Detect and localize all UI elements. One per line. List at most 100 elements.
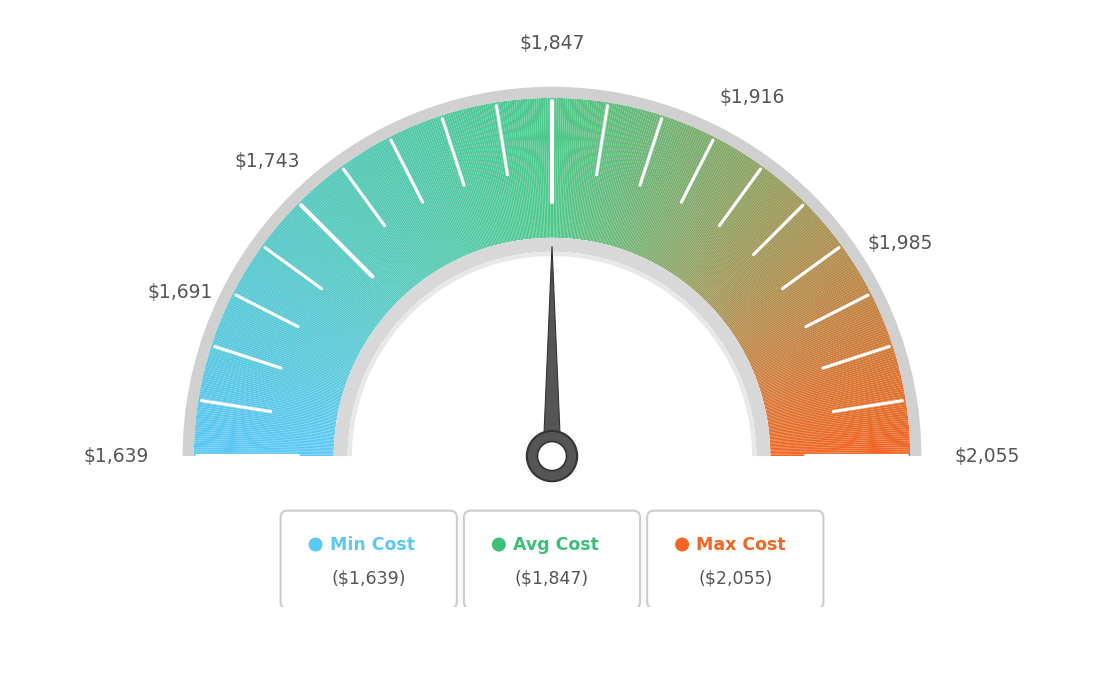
Wedge shape	[217, 326, 349, 378]
Wedge shape	[592, 104, 619, 241]
Wedge shape	[740, 274, 861, 346]
Wedge shape	[460, 109, 498, 245]
Text: ($1,847): ($1,847)	[514, 570, 590, 588]
Wedge shape	[370, 147, 442, 268]
Wedge shape	[204, 367, 341, 403]
Wedge shape	[641, 129, 700, 257]
Wedge shape	[335, 170, 421, 283]
Wedge shape	[263, 244, 376, 328]
Wedge shape	[769, 431, 910, 442]
Wedge shape	[261, 246, 375, 329]
Wedge shape	[315, 186, 408, 293]
Wedge shape	[209, 352, 343, 394]
Wedge shape	[694, 184, 787, 291]
Wedge shape	[683, 170, 769, 283]
Wedge shape	[311, 189, 406, 294]
Wedge shape	[633, 123, 686, 254]
Wedge shape	[769, 427, 910, 440]
Wedge shape	[729, 246, 843, 329]
Wedge shape	[755, 326, 887, 378]
Text: $1,691: $1,691	[147, 283, 212, 302]
Wedge shape	[250, 262, 369, 339]
Wedge shape	[743, 282, 866, 351]
Wedge shape	[213, 339, 346, 386]
Wedge shape	[767, 393, 905, 420]
Wedge shape	[712, 213, 816, 308]
Wedge shape	[205, 365, 341, 402]
Wedge shape	[222, 316, 351, 372]
Wedge shape	[360, 152, 436, 272]
Wedge shape	[686, 173, 773, 284]
Wedge shape	[404, 129, 463, 257]
Wedge shape	[750, 304, 877, 364]
Circle shape	[538, 442, 566, 471]
Wedge shape	[267, 237, 380, 324]
Wedge shape	[684, 172, 772, 284]
Wedge shape	[556, 98, 561, 238]
Wedge shape	[247, 266, 367, 342]
Wedge shape	[765, 382, 903, 413]
Wedge shape	[585, 102, 608, 241]
Wedge shape	[491, 103, 517, 241]
Wedge shape	[297, 203, 397, 303]
Wedge shape	[665, 149, 739, 270]
Wedge shape	[397, 132, 459, 259]
Text: $1,743: $1,743	[234, 152, 300, 171]
Wedge shape	[582, 101, 604, 240]
Wedge shape	[206, 360, 341, 400]
Wedge shape	[291, 209, 394, 306]
Wedge shape	[412, 126, 468, 255]
Wedge shape	[654, 139, 721, 264]
Wedge shape	[559, 98, 565, 238]
Wedge shape	[543, 98, 548, 238]
Wedge shape	[750, 306, 878, 366]
Wedge shape	[496, 102, 519, 241]
Wedge shape	[526, 99, 537, 239]
Wedge shape	[502, 101, 523, 240]
Wedge shape	[711, 211, 815, 308]
Wedge shape	[709, 208, 811, 306]
Wedge shape	[236, 286, 360, 353]
Wedge shape	[739, 270, 859, 344]
Wedge shape	[323, 179, 414, 288]
Wedge shape	[598, 106, 630, 243]
Wedge shape	[358, 154, 435, 273]
Wedge shape	[266, 238, 379, 324]
Wedge shape	[677, 162, 758, 278]
Wedge shape	[595, 105, 626, 242]
Wedge shape	[670, 155, 747, 273]
Wedge shape	[583, 101, 606, 240]
Wedge shape	[211, 344, 344, 388]
Wedge shape	[767, 398, 905, 422]
Wedge shape	[766, 391, 904, 418]
Wedge shape	[202, 376, 339, 408]
Wedge shape	[498, 101, 521, 240]
Wedge shape	[769, 429, 910, 441]
Text: Max Cost: Max Cost	[697, 535, 786, 553]
Wedge shape	[220, 320, 350, 375]
Wedge shape	[644, 131, 704, 259]
Wedge shape	[771, 447, 910, 452]
Wedge shape	[227, 304, 354, 364]
Wedge shape	[747, 297, 874, 361]
Wedge shape	[741, 276, 862, 347]
Wedge shape	[767, 400, 906, 423]
Wedge shape	[664, 148, 736, 269]
Wedge shape	[317, 184, 410, 291]
Wedge shape	[338, 168, 423, 281]
Wedge shape	[210, 348, 344, 391]
Wedge shape	[758, 339, 891, 386]
Wedge shape	[744, 288, 869, 355]
Wedge shape	[548, 98, 551, 238]
Wedge shape	[513, 100, 530, 239]
Wedge shape	[333, 238, 771, 456]
Wedge shape	[720, 226, 828, 317]
Wedge shape	[652, 138, 719, 263]
Wedge shape	[737, 268, 858, 343]
Wedge shape	[431, 119, 479, 250]
Wedge shape	[244, 272, 364, 345]
Text: $1,639: $1,639	[84, 446, 149, 466]
Wedge shape	[689, 177, 778, 287]
Wedge shape	[696, 186, 789, 293]
Wedge shape	[364, 150, 438, 270]
